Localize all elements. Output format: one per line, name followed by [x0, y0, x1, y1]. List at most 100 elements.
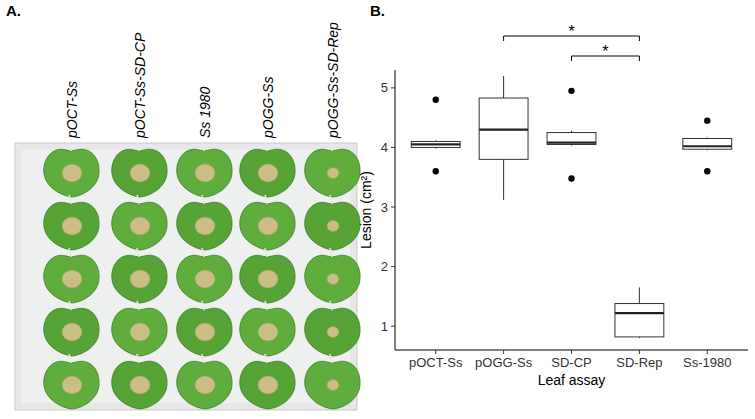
leaf-blade	[44, 255, 99, 303]
leaf-stem	[202, 248, 204, 257]
leaf	[112, 248, 167, 303]
leaf-blade	[240, 149, 295, 197]
x-tick-label: SD-Rep	[616, 355, 662, 370]
y-tick	[391, 326, 395, 327]
box	[615, 304, 664, 337]
outlier	[433, 97, 439, 103]
leaf-blade	[177, 361, 232, 409]
leaf-blade	[305, 361, 360, 409]
y-tick-label: 5	[381, 80, 388, 95]
leaf-stem	[202, 354, 204, 363]
leaf	[240, 195, 295, 250]
leaf-stem	[265, 301, 267, 310]
y-axis-title: Lesion (cm²)	[358, 171, 374, 249]
leaf	[112, 142, 167, 197]
leaf-stem	[265, 354, 267, 363]
leaf-blade	[177, 255, 232, 303]
leaf	[44, 142, 99, 197]
leaf-stem	[202, 142, 204, 151]
x-tick	[435, 350, 436, 354]
leaf	[305, 301, 360, 356]
significance-label: *	[602, 43, 608, 60]
lesion	[62, 164, 82, 182]
lesion	[258, 323, 278, 341]
lesion	[327, 168, 339, 179]
leaf-stem	[330, 248, 332, 257]
y-tick	[391, 207, 395, 208]
y-axis	[395, 70, 396, 350]
lesion	[62, 217, 82, 235]
leaf	[177, 142, 232, 197]
leaf-stem	[265, 195, 267, 204]
outlier	[568, 88, 574, 94]
median	[615, 312, 664, 314]
leaf-stem	[69, 354, 71, 363]
photo-label: pOGG-Ss	[260, 77, 276, 139]
x-tick-label: pOGG-Ss	[475, 355, 533, 370]
x-tick	[571, 350, 572, 354]
leaf-stem	[265, 142, 267, 151]
leaf-blade	[112, 255, 167, 303]
leaf	[112, 301, 167, 356]
leaf	[177, 248, 232, 303]
lesion	[130, 270, 150, 288]
leaf	[112, 354, 167, 409]
significance-label: *	[568, 23, 574, 40]
photo-label: Ss 1980	[197, 86, 213, 138]
leaf-stem	[265, 248, 267, 257]
leaf	[177, 195, 232, 250]
leaf-stem	[330, 301, 332, 310]
leaf-blade	[177, 308, 232, 356]
median	[479, 128, 528, 130]
x-tick	[503, 350, 504, 354]
y-tick	[391, 266, 395, 267]
figure: A. pOCT-Ss pOCT-Ss-SD-CP Ss 1980 pOGG-Ss pOGG…	[0, 0, 755, 419]
leaf	[240, 142, 295, 197]
leaf-stem	[69, 195, 71, 204]
leaf	[44, 195, 99, 250]
leaf-blade	[240, 361, 295, 409]
x-tick	[707, 350, 708, 354]
lesion	[258, 217, 278, 235]
leaf-blade	[240, 255, 295, 303]
lesion	[62, 376, 82, 394]
whisker-upper	[639, 287, 640, 303]
lesion	[130, 164, 150, 182]
leaf-blade	[240, 308, 295, 356]
photo-label: pOGG-Ss-SD-Rep	[325, 22, 341, 139]
leaf	[305, 354, 360, 409]
leaf-stem	[137, 301, 139, 310]
outlier	[433, 168, 439, 174]
leaf-blade	[177, 202, 232, 250]
lesion	[130, 217, 150, 235]
lesion	[327, 274, 339, 285]
leaf-blade	[177, 149, 232, 197]
leaf	[240, 301, 295, 356]
panel-letter: B.	[370, 2, 385, 19]
leaf	[240, 248, 295, 303]
y-tick	[391, 87, 395, 88]
x-tick-label: pOCT-Ss	[409, 355, 463, 370]
whisker-upper	[503, 76, 504, 98]
leaf-blade	[112, 308, 167, 356]
leaf-stem	[330, 354, 332, 363]
leaf-blade	[305, 149, 360, 197]
leaf-stem	[137, 248, 139, 257]
y-tick-label: 4	[381, 140, 388, 155]
leaf-blade	[305, 255, 360, 303]
photo-label: pOCT-Ss-SD-CP	[132, 32, 148, 139]
leaf	[177, 301, 232, 356]
leaf-blade	[305, 202, 360, 250]
photo-label: pOCT-Ss	[64, 81, 80, 139]
lesion	[130, 323, 150, 341]
x-tick-label: Ss-1980	[683, 355, 731, 370]
lesion	[195, 270, 215, 288]
median	[683, 145, 732, 147]
photo	[15, 142, 360, 410]
median	[547, 142, 596, 144]
leaf-blade	[240, 202, 295, 250]
box	[411, 141, 460, 147]
leaf	[44, 248, 99, 303]
panel-letter: A.	[6, 2, 21, 19]
y-tick-label: 1	[381, 319, 388, 334]
